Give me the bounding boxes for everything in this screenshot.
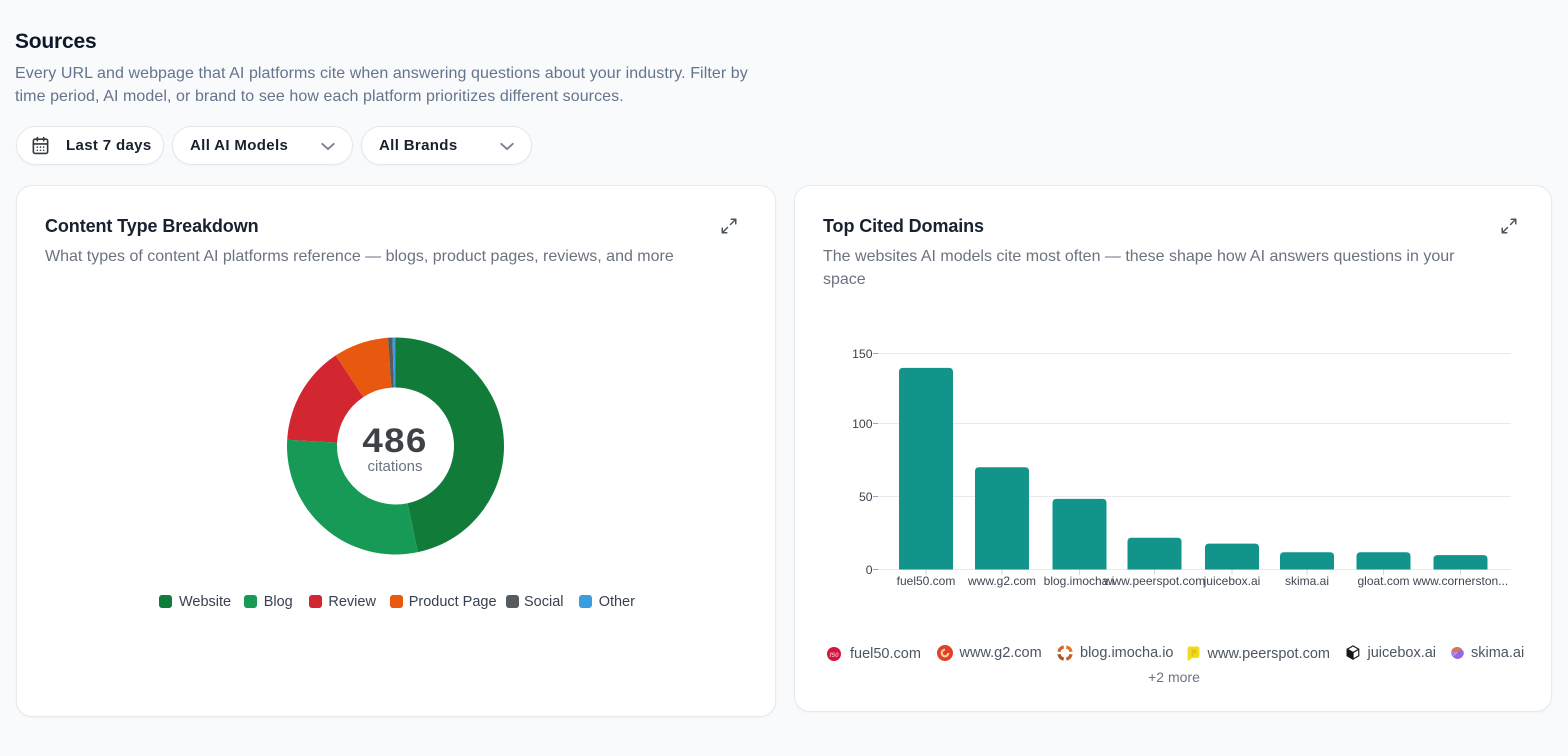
svg-text:www.peerspot.com: www.peerspot.com bbox=[1103, 574, 1205, 588]
svg-text:gloat.com: gloat.com bbox=[1357, 574, 1409, 588]
svg-text:f50: f50 bbox=[830, 651, 840, 658]
svg-text:juicebox.ai: juicebox.ai bbox=[1203, 574, 1261, 588]
svg-text:fuel50.com: fuel50.com bbox=[897, 574, 956, 588]
svg-text:150: 150 bbox=[852, 347, 873, 361]
svg-text:0: 0 bbox=[866, 563, 873, 577]
svg-text:www.cornerston...: www.cornerston... bbox=[1412, 574, 1508, 588]
svg-text:100: 100 bbox=[852, 417, 873, 431]
svg-text:skima.ai: skima.ai bbox=[1285, 574, 1329, 588]
svg-text:50: 50 bbox=[859, 490, 873, 504]
svg-text:www.g2.com: www.g2.com bbox=[967, 574, 1036, 588]
svg-text:blog.imocha.i: blog.imocha.i bbox=[1044, 574, 1115, 588]
